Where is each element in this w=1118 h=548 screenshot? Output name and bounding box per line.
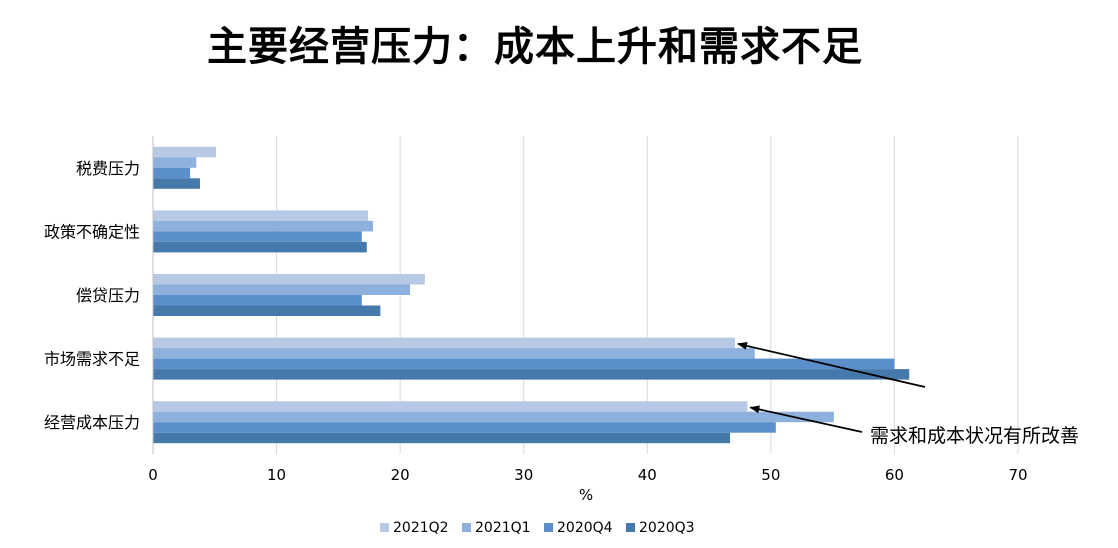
bar-2021Q2-4 — [153, 401, 748, 412]
legend-label-2020Q4: 2020Q4 — [557, 520, 613, 536]
legend-swatch-2020Q4 — [544, 523, 553, 532]
x-axis-label: % — [579, 486, 593, 504]
category-label-1: 政策不确定性 — [44, 222, 140, 241]
bar-2021Q2-1 — [153, 210, 369, 221]
x-tick-label-20: 20 — [391, 466, 410, 484]
bar-2021Q1-3 — [153, 348, 755, 359]
category-label-0: 税费压力 — [76, 159, 140, 178]
bar-2020Q3-3 — [153, 369, 910, 380]
legend-label-2021Q2: 2021Q2 — [393, 520, 449, 536]
annotation-arrow-3 — [737, 341, 926, 388]
category-label-2: 偿贷压力 — [76, 286, 140, 305]
bar-2020Q3-2 — [153, 305, 381, 316]
annotation-text: 需求和成本状况有所改善 — [870, 425, 1079, 447]
bar-2021Q2-3 — [153, 337, 736, 349]
legend-label-2021Q1: 2021Q1 — [475, 520, 531, 536]
legend-swatch-2021Q1 — [462, 523, 471, 532]
x-tick-label-40: 40 — [638, 466, 657, 484]
legend-label-2020Q3: 2020Q3 — [639, 520, 695, 536]
x-tick-label-70: 70 — [1008, 466, 1027, 484]
bar-2020Q4-1 — [153, 231, 362, 242]
category-label-3: 市场需求不足 — [44, 350, 140, 369]
bar-2020Q4-4 — [153, 422, 776, 433]
bar-2021Q2-0 — [153, 146, 217, 158]
x-tick-label-0: 0 — [148, 466, 158, 484]
x-tick-label-60: 60 — [885, 466, 904, 484]
x-tick-label-50: 50 — [761, 466, 780, 484]
category-label-4: 经营成本压力 — [44, 413, 140, 432]
bar-2021Q1-0 — [153, 157, 197, 168]
bar-2021Q1-1 — [153, 220, 373, 232]
bar-2020Q3-0 — [153, 178, 200, 189]
bar-2020Q4-2 — [153, 295, 362, 306]
chart-title: 主要经营压力：成本上升和需求不足 — [207, 24, 863, 70]
x-tick-label-10: 10 — [267, 466, 286, 484]
legend-swatch-2021Q2 — [380, 523, 389, 532]
bar-2021Q2-2 — [153, 274, 425, 285]
bar-2020Q4-0 — [153, 167, 191, 179]
bar-2020Q4-3 — [153, 358, 895, 370]
bar-2020Q3-1 — [153, 241, 367, 253]
annotation-arrow-4 — [749, 405, 863, 433]
legend-swatch-2020Q3 — [626, 523, 635, 532]
x-tick-label-30: 30 — [514, 466, 533, 484]
bar-2021Q1-4 — [153, 411, 834, 423]
bar-2021Q1-2 — [153, 284, 411, 295]
bar-2020Q3-4 — [153, 432, 731, 444]
